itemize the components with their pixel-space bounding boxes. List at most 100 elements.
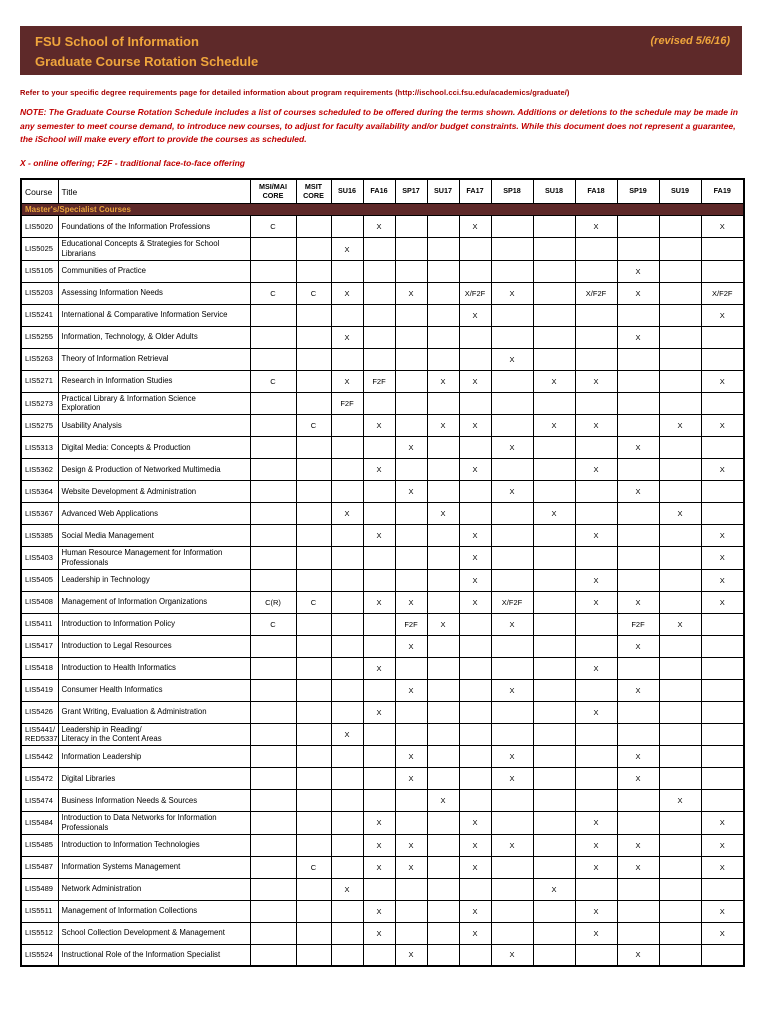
term-offering-cell: X (362, 215, 396, 239)
term-offering-cell (490, 855, 534, 879)
term-offering-cell (700, 656, 745, 680)
term-offering-cell: X (330, 722, 364, 747)
term-offering-cell (700, 678, 745, 702)
term-offering-cell: X (658, 414, 702, 438)
term-offering-cell: X (658, 612, 702, 636)
course-title-cell: Introduction to Legal Resources (57, 634, 251, 658)
term-offering-cell (295, 502, 332, 526)
term-offering-cell (362, 480, 396, 504)
term-offering-cell (394, 568, 428, 592)
term-offering-cell (490, 215, 534, 239)
table-row: LIS5472 Digital Libraries X X X (20, 767, 745, 791)
term-offering-cell (616, 458, 660, 482)
term-offering-cell (532, 722, 576, 747)
term-offering-cell: X (574, 458, 618, 482)
term-offering-cell (362, 767, 396, 791)
term-offering-cell (458, 237, 492, 261)
term-offering-cell (616, 921, 660, 945)
term-offering-cell: X (490, 943, 534, 967)
term-offering-cell (490, 722, 534, 747)
term-offering-cell: C (295, 414, 332, 438)
table-row: LIS5441/ RED5337 Leadership in Reading/ L… (20, 722, 745, 747)
term-offering-cell: X (574, 215, 618, 239)
term-offering-cell (458, 767, 492, 791)
term-offering-cell (362, 259, 396, 283)
term-offering-cell: X (394, 943, 428, 967)
term-offering-cell (394, 789, 428, 813)
course-code-cell: LIS5385 (20, 524, 59, 548)
term-offering-cell (295, 369, 332, 393)
table-header-row: Course Title MSI/MAI CORE MSIT CORE SU16 FA16… (20, 178, 745, 205)
term-offering-cell: X (616, 480, 660, 504)
term-offering-cell (616, 789, 660, 813)
offering-legend: X - online offering; F2F - traditional f… (20, 157, 245, 168)
course-title-cell: Research in Information Studies (57, 369, 251, 393)
course-title-cell: Design & Production of Networked Multime… (57, 458, 251, 482)
term-offering-cell (458, 325, 492, 349)
section-header-cell: Master's/Specialist Courses (20, 203, 745, 217)
term-offering-cell (249, 524, 297, 548)
term-offering-cell: X (658, 502, 702, 526)
document-page: FSU School of Information Graduate Cours… (20, 26, 745, 968)
term-offering-cell: X (616, 855, 660, 879)
course-title-cell: Grant Writing, Evaluation & Administrati… (57, 700, 251, 724)
term-offering-cell (394, 921, 428, 945)
term-offering-cell (658, 237, 702, 261)
term-offering-cell (249, 789, 297, 813)
term-offering-cell (574, 391, 618, 416)
term-offering-cell (532, 524, 576, 548)
section-header-row: Master's/Specialist Courses (20, 203, 745, 217)
term-offering-cell (426, 899, 460, 923)
term-offering-cell: X (700, 414, 745, 438)
term-offering-cell: X (330, 502, 364, 526)
term-offering-cell (658, 656, 702, 680)
term-offering-cell (658, 722, 702, 747)
term-offering-cell: X (458, 414, 492, 438)
term-offering-cell (458, 480, 492, 504)
term-offering-cell (295, 722, 332, 747)
term-offering-cell: X (574, 568, 618, 592)
term-offering-cell (532, 899, 576, 923)
term-offering-cell (394, 899, 428, 923)
term-offering-cell: X (574, 656, 618, 680)
table-row: LIS5385 Social Media Management X X X X (20, 524, 745, 548)
term-offering-cell (394, 502, 428, 526)
table-row: LIS5364 Website Development & Administrat… (20, 480, 745, 504)
term-offering-cell: X (616, 745, 660, 769)
term-offering-cell: X (394, 745, 428, 769)
term-offering-cell (532, 259, 576, 283)
term-offering-cell (532, 458, 576, 482)
term-offering-cell: X (426, 789, 460, 813)
term-offering-cell: X (458, 369, 492, 393)
term-offering-cell (700, 745, 745, 769)
term-offering-cell (330, 480, 364, 504)
term-offering-cell (458, 612, 492, 636)
term-offering-cell: X (490, 767, 534, 791)
term-offering-cell (362, 568, 396, 592)
course-title-cell: Management of Information Organizations (57, 590, 251, 614)
term-offering-cell (249, 303, 297, 327)
term-offering-cell (658, 369, 702, 393)
term-offering-cell: X (700, 811, 745, 835)
term-offering-cell (574, 612, 618, 636)
term-offering-cell (458, 391, 492, 416)
term-offering-cell (295, 237, 332, 261)
term-offering-cell (426, 215, 460, 239)
term-offering-cell (295, 259, 332, 283)
term-offering-cell (616, 347, 660, 371)
term-offering-cell: X (700, 524, 745, 548)
term-offering-cell: X (532, 414, 576, 438)
term-offering-cell: X (616, 634, 660, 658)
term-offering-cell: X (574, 524, 618, 548)
course-code-cell: LIS5403 (20, 546, 59, 570)
term-offering-cell (295, 811, 332, 835)
term-offering-cell: X (700, 921, 745, 945)
term-offering-cell (658, 700, 702, 724)
term-offering-cell: X (532, 877, 576, 901)
term-offering-cell (295, 745, 332, 769)
term-offering-cell (295, 943, 332, 967)
term-offering-cell (532, 634, 576, 658)
course-code-cell: LIS5367 (20, 502, 59, 526)
term-offering-cell: C (249, 281, 297, 305)
term-offering-cell (700, 722, 745, 747)
